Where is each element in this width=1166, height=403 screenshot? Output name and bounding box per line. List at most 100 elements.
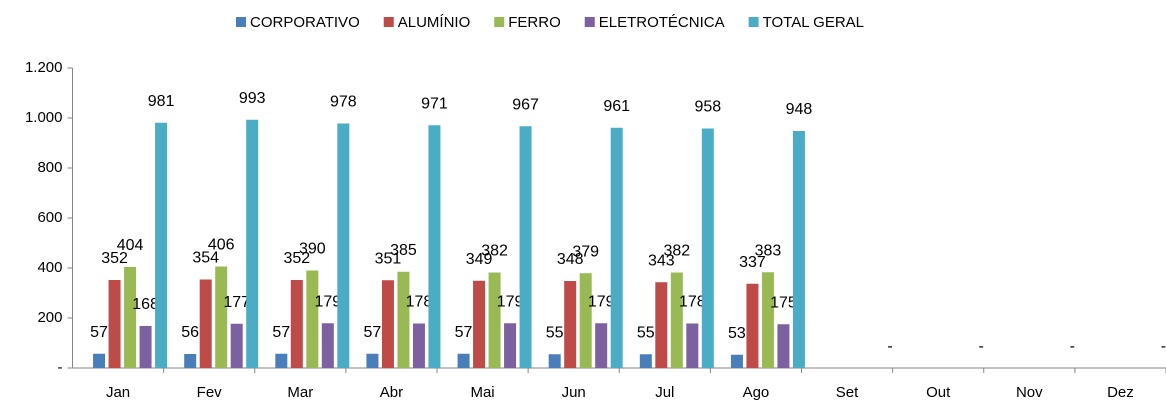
y-tick-label: 1.000 xyxy=(25,109,63,126)
x-tick-label: Abr xyxy=(380,384,403,401)
bar xyxy=(337,123,350,368)
bar xyxy=(548,354,561,368)
bar xyxy=(215,266,228,368)
bar xyxy=(155,122,168,368)
value-label: 351 xyxy=(375,250,402,267)
legend-label: FERRO xyxy=(508,14,561,31)
bar xyxy=(457,353,470,368)
x-tick-label: Nov xyxy=(1016,384,1043,401)
value-label: 343 xyxy=(648,252,675,269)
value-label: - xyxy=(1070,338,1075,355)
value-label: 56 xyxy=(181,324,199,341)
x-tick-label: Dez xyxy=(1107,384,1134,401)
value-label: 352 xyxy=(101,250,128,267)
x-tick-label: Fev xyxy=(197,384,223,401)
value-label: - xyxy=(887,338,892,355)
bar xyxy=(184,354,197,368)
bar xyxy=(473,280,486,368)
value-label: 971 xyxy=(421,95,448,112)
bar xyxy=(639,354,652,368)
bar xyxy=(686,323,699,368)
x-tick-label: Jan xyxy=(106,384,130,401)
x-tick-label: Jun xyxy=(562,384,586,401)
bar xyxy=(306,270,319,368)
value-label: 337 xyxy=(739,254,766,271)
value-label: 57 xyxy=(364,324,382,341)
bar xyxy=(366,353,379,368)
value-label: 179 xyxy=(588,293,615,310)
bar xyxy=(579,273,592,368)
bar xyxy=(655,282,668,368)
value-label: 168 xyxy=(132,296,159,313)
bar xyxy=(792,131,805,368)
bar xyxy=(275,353,288,368)
value-label: 948 xyxy=(786,101,813,118)
y-tick-label: 1.200 xyxy=(25,59,63,76)
value-label: 354 xyxy=(192,250,219,267)
legend-label: TOTAL GERAL xyxy=(763,14,864,31)
bar xyxy=(108,280,121,368)
value-label: 382 xyxy=(481,243,508,260)
bar xyxy=(139,326,152,368)
bar xyxy=(124,267,137,368)
bar xyxy=(428,125,441,368)
value-label: 177 xyxy=(223,294,250,311)
value-label: 348 xyxy=(557,251,584,268)
value-label: 53 xyxy=(728,325,746,342)
bar xyxy=(321,323,334,368)
bar xyxy=(519,126,532,368)
value-label: 390 xyxy=(299,241,326,258)
value-label: - xyxy=(1161,338,1166,355)
value-label: 981 xyxy=(148,93,175,110)
bar xyxy=(199,279,212,368)
bar xyxy=(746,283,759,368)
value-label: 55 xyxy=(637,324,655,341)
bar xyxy=(381,280,394,368)
legend-swatch xyxy=(236,17,246,27)
legend-label: CORPORATIVO xyxy=(250,14,360,31)
y-tick-label: 200 xyxy=(37,309,62,326)
x-tick-label: Mar xyxy=(287,384,313,401)
value-label: 178 xyxy=(679,294,706,311)
bar xyxy=(761,272,774,368)
bar xyxy=(595,323,608,368)
legend-swatch xyxy=(494,17,505,27)
bar xyxy=(701,128,714,368)
value-label: 175 xyxy=(770,294,797,311)
value-label: 958 xyxy=(694,99,721,116)
value-label: 967 xyxy=(512,96,539,113)
bar xyxy=(564,281,577,368)
value-label: 385 xyxy=(390,242,417,259)
value-label: 349 xyxy=(466,251,493,268)
bar xyxy=(412,323,425,368)
value-label: - xyxy=(979,338,984,355)
value-label: 993 xyxy=(239,90,266,107)
value-label: 382 xyxy=(663,243,690,260)
y-tick-label: 600 xyxy=(37,209,62,226)
value-label: 379 xyxy=(572,243,599,260)
bar xyxy=(777,324,790,368)
bar xyxy=(488,272,501,368)
legend-label: ELETROTÉCNICA xyxy=(599,14,725,31)
x-tick-label: Jul xyxy=(655,384,674,401)
legend-label: ALUMÍNIO xyxy=(398,14,471,31)
value-label: 383 xyxy=(755,242,782,259)
bar xyxy=(730,354,743,368)
value-label: 961 xyxy=(603,98,630,115)
bar xyxy=(670,272,683,368)
value-label: 406 xyxy=(208,237,235,254)
x-tick-label: Mai xyxy=(470,384,494,401)
bar xyxy=(397,271,410,368)
value-label: 404 xyxy=(117,237,144,254)
legend-swatch xyxy=(584,17,595,27)
bar xyxy=(610,127,623,368)
value-label: 978 xyxy=(330,94,357,111)
x-tick-label: Out xyxy=(926,384,951,401)
legend-swatch xyxy=(748,17,759,27)
value-label: 57 xyxy=(90,324,108,341)
bar xyxy=(230,323,243,368)
bar xyxy=(290,280,303,368)
value-label: 57 xyxy=(455,324,473,341)
y-tick-label: - xyxy=(58,359,63,376)
